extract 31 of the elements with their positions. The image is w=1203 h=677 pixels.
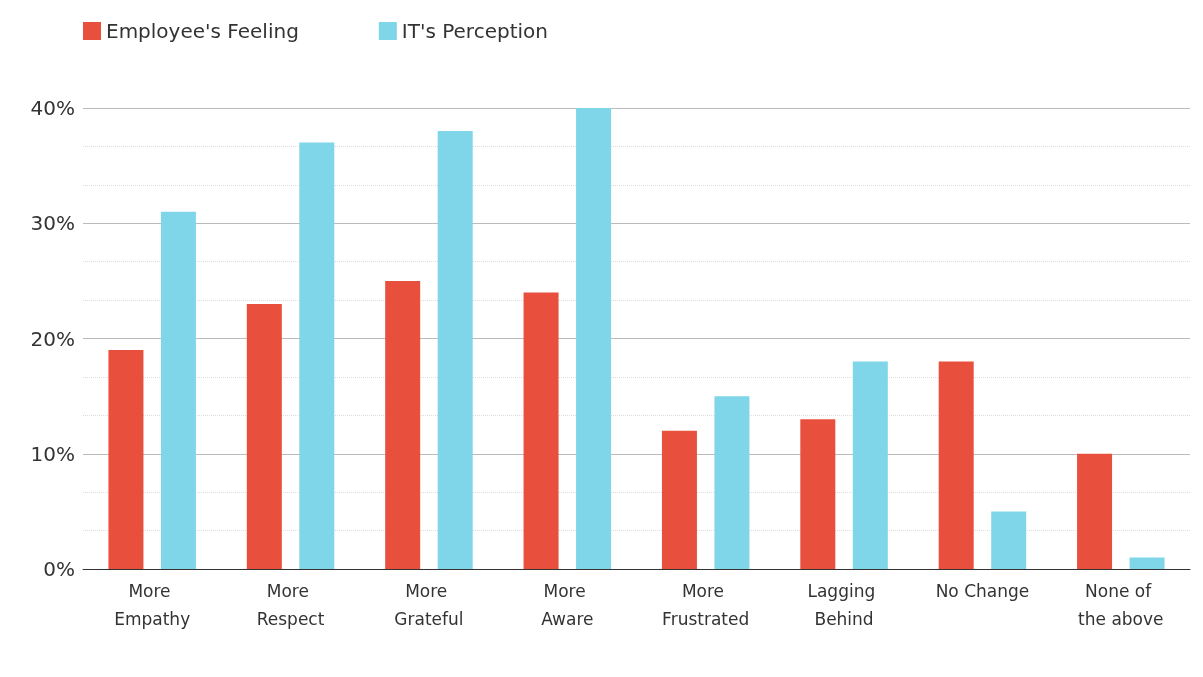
bar	[714, 396, 750, 569]
x-tick-label: Lagging Behind	[807, 581, 881, 629]
bar	[800, 419, 836, 569]
bar	[523, 292, 559, 569]
x-tick-label: None of the above	[1078, 581, 1164, 629]
bar	[160, 211, 196, 569]
y-tick-label: 40%	[30, 96, 75, 120]
y-tick-label: 20%	[30, 326, 75, 351]
legend-label: IT's Perception	[401, 19, 548, 43]
x-tick-label: More Empathy	[114, 581, 191, 629]
bar	[1129, 557, 1165, 569]
bar	[246, 303, 282, 569]
bar	[661, 430, 697, 569]
x-tick-label: More Grateful	[394, 581, 464, 629]
bar	[576, 108, 612, 569]
x-tick-label: More Respect	[256, 581, 325, 629]
bar	[385, 280, 421, 569]
legend-label: Employee's Feeling	[106, 19, 299, 43]
y-tick-label: 0%	[43, 557, 75, 581]
bar	[991, 511, 1027, 569]
bar	[108, 350, 144, 569]
x-tick-label: More Frustrated	[662, 581, 750, 629]
y-tick-label: 10%	[30, 441, 75, 466]
bar	[299, 142, 335, 569]
x-tick-label: No Change	[935, 581, 1030, 601]
bar	[437, 131, 473, 569]
y-tick-label: 30%	[30, 211, 75, 236]
bar	[852, 361, 888, 569]
bar	[938, 361, 974, 569]
x-tick-label: More Aware	[541, 581, 594, 629]
bar	[1077, 453, 1113, 569]
